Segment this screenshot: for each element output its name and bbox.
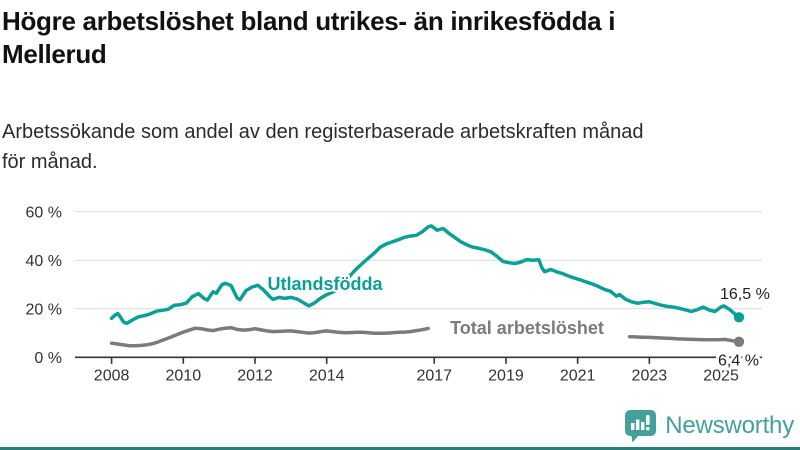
series-end-value-label: 6,4 % bbox=[718, 353, 759, 370]
newsworthy-logo-icon bbox=[625, 410, 657, 443]
x-tick-label: 2012 bbox=[237, 367, 273, 384]
page-title-line-2: Mellerud bbox=[2, 39, 107, 69]
y-tick-label: 60 % bbox=[26, 204, 62, 221]
series-line-utlandsfodda bbox=[109, 224, 741, 326]
data-series bbox=[109, 224, 745, 348]
chart-subtitle-line-2: för månad. bbox=[2, 151, 98, 173]
series-line-total bbox=[627, 334, 741, 344]
series-inline-label: Total arbetslöshet bbox=[450, 318, 604, 338]
x-tick-label: 2023 bbox=[632, 367, 668, 384]
series-line-total bbox=[109, 325, 430, 348]
x-axis-labels: 2008 2010 2012 2014 2017 2019 2021 2023 2025 bbox=[94, 367, 739, 384]
footer-accent-bar bbox=[0, 447, 800, 450]
y-tick-label: 40 % bbox=[26, 253, 62, 270]
x-tick-label: 2017 bbox=[416, 367, 452, 384]
chart-subtitle: Arbetssökande som andel av den registerb… bbox=[2, 117, 792, 177]
x-tick-label: 2025 bbox=[703, 367, 739, 384]
logo-bubble bbox=[625, 410, 657, 443]
line-chart: 0 % 20 % 40 % 60 % 2008 2010 2012 2014 2017 2019… bbox=[26, 204, 773, 384]
x-tick-label: 2021 bbox=[560, 367, 596, 384]
chart-subtitle-line-1: Arbetssökande som andel av den registerb… bbox=[2, 121, 644, 143]
x-tick-label: 2010 bbox=[166, 367, 202, 384]
series-annotations: Utlandsfödda Total arbetslöshet 16,5 % 6,4 … bbox=[266, 272, 773, 373]
y-axis-labels: 0 % 20 % 40 % 60 % bbox=[26, 204, 62, 366]
series-inline-label: Utlandsfödda bbox=[268, 274, 384, 294]
logo-bars-exclamation-icon bbox=[631, 415, 650, 431]
x-tick-label: 2014 bbox=[309, 367, 345, 384]
x-tick-label: 2019 bbox=[488, 367, 524, 384]
series-end-dot bbox=[733, 312, 745, 323]
x-tick-label: 2008 bbox=[94, 367, 130, 384]
page-title-line-1: Högre arbetslöshet bland utrikes- än inr… bbox=[2, 6, 616, 36]
x-axis bbox=[75, 356, 762, 364]
newsworthy-logo-text: Newsworthy bbox=[665, 412, 794, 439]
y-tick-label: 20 % bbox=[26, 301, 62, 318]
series-end-dot bbox=[733, 336, 745, 347]
page-title: Högre arbetslöshet bland utrikes- än inr… bbox=[2, 5, 780, 71]
newsworthy-logo: Newsworthy bbox=[624, 409, 794, 443]
y-tick-label: 0 % bbox=[34, 350, 62, 367]
series-end-value-label: 16,5 % bbox=[720, 286, 770, 303]
gridlines bbox=[75, 211, 762, 310]
